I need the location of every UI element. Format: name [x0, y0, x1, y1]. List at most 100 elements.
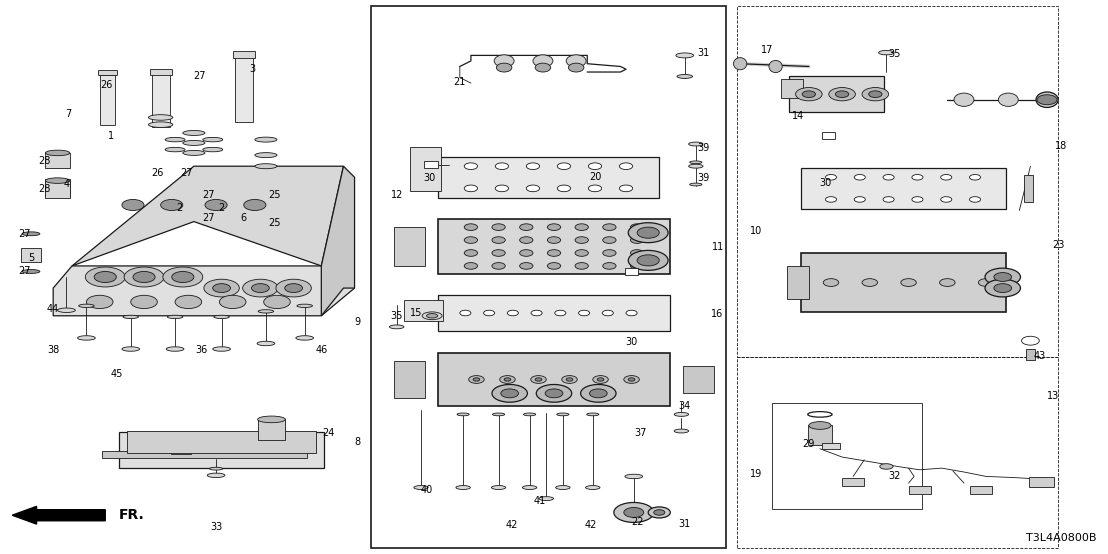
Circle shape — [464, 250, 478, 257]
Text: 36: 36 — [195, 345, 208, 355]
Ellipse shape — [556, 485, 571, 490]
Ellipse shape — [296, 336, 314, 340]
Bar — [100, 75, 115, 125]
Text: 33: 33 — [209, 522, 223, 532]
Text: 42: 42 — [584, 520, 597, 530]
Ellipse shape — [79, 304, 94, 307]
Circle shape — [862, 88, 889, 101]
Circle shape — [978, 279, 994, 286]
Circle shape — [854, 175, 865, 180]
Text: 12: 12 — [390, 190, 403, 200]
Bar — [150, 69, 172, 75]
Circle shape — [464, 163, 478, 170]
Circle shape — [492, 384, 527, 402]
Circle shape — [597, 378, 604, 381]
Ellipse shape — [587, 413, 599, 416]
Circle shape — [566, 378, 573, 381]
Circle shape — [829, 88, 855, 101]
Circle shape — [654, 510, 665, 515]
Circle shape — [588, 163, 602, 170]
Circle shape — [985, 279, 1020, 297]
Text: 21: 21 — [453, 77, 466, 87]
Bar — [45, 153, 70, 168]
Text: 31: 31 — [697, 48, 710, 58]
Ellipse shape — [203, 147, 223, 152]
Ellipse shape — [255, 137, 277, 142]
Ellipse shape — [494, 55, 514, 67]
Ellipse shape — [78, 336, 95, 340]
Circle shape — [825, 175, 837, 180]
FancyArrow shape — [12, 506, 105, 524]
Text: 18: 18 — [1055, 141, 1068, 151]
Text: T3L4A0800B: T3L4A0800B — [1026, 533, 1097, 543]
Text: 19: 19 — [749, 469, 762, 479]
Ellipse shape — [496, 63, 512, 72]
Text: 40: 40 — [420, 485, 433, 495]
Circle shape — [637, 227, 659, 238]
Circle shape — [603, 263, 616, 269]
Ellipse shape — [625, 474, 643, 479]
Bar — [1024, 175, 1033, 202]
Text: 6: 6 — [240, 213, 247, 223]
Bar — [45, 178, 70, 198]
Circle shape — [504, 378, 511, 381]
Ellipse shape — [257, 341, 275, 346]
Ellipse shape — [45, 178, 70, 183]
Circle shape — [802, 91, 815, 98]
Circle shape — [464, 263, 478, 269]
Bar — [171, 432, 191, 454]
Circle shape — [589, 389, 607, 398]
Text: 1: 1 — [107, 131, 114, 141]
Polygon shape — [72, 166, 343, 266]
Text: 22: 22 — [630, 517, 644, 527]
Circle shape — [883, 197, 894, 202]
Ellipse shape — [257, 416, 286, 423]
Ellipse shape — [213, 347, 230, 351]
Bar — [789, 76, 884, 112]
Ellipse shape — [165, 137, 185, 142]
Circle shape — [276, 279, 311, 297]
Circle shape — [243, 279, 278, 297]
Circle shape — [460, 310, 471, 316]
Circle shape — [547, 224, 561, 230]
Circle shape — [520, 263, 533, 269]
Circle shape — [854, 197, 865, 202]
Bar — [438, 353, 670, 406]
Text: 16: 16 — [710, 309, 724, 319]
Text: 39: 39 — [697, 143, 710, 153]
Circle shape — [464, 224, 478, 230]
Ellipse shape — [297, 304, 312, 307]
Bar — [21, 248, 41, 261]
Circle shape — [823, 279, 839, 286]
Text: 28: 28 — [38, 184, 51, 194]
Text: FR.: FR. — [119, 508, 144, 522]
Text: 7: 7 — [65, 109, 72, 119]
Ellipse shape — [535, 63, 551, 72]
Ellipse shape — [165, 147, 185, 152]
Circle shape — [547, 263, 561, 269]
Bar — [257, 419, 286, 440]
Circle shape — [122, 199, 144, 211]
Text: 27: 27 — [193, 71, 206, 81]
Circle shape — [219, 295, 246, 309]
Ellipse shape — [954, 93, 974, 106]
Circle shape — [86, 295, 113, 309]
Circle shape — [578, 310, 589, 316]
Bar — [822, 443, 840, 449]
Text: 27: 27 — [179, 168, 193, 178]
Text: 2: 2 — [176, 203, 183, 213]
Circle shape — [603, 224, 616, 230]
Circle shape — [628, 250, 668, 270]
Text: 45: 45 — [110, 369, 123, 379]
Ellipse shape — [183, 130, 205, 135]
Bar — [98, 70, 117, 75]
Bar — [683, 366, 714, 393]
Circle shape — [575, 263, 588, 269]
Circle shape — [630, 250, 644, 257]
Circle shape — [614, 502, 654, 522]
Circle shape — [175, 295, 202, 309]
Circle shape — [825, 197, 837, 202]
Ellipse shape — [22, 269, 40, 273]
Circle shape — [985, 268, 1020, 286]
Circle shape — [547, 250, 561, 257]
